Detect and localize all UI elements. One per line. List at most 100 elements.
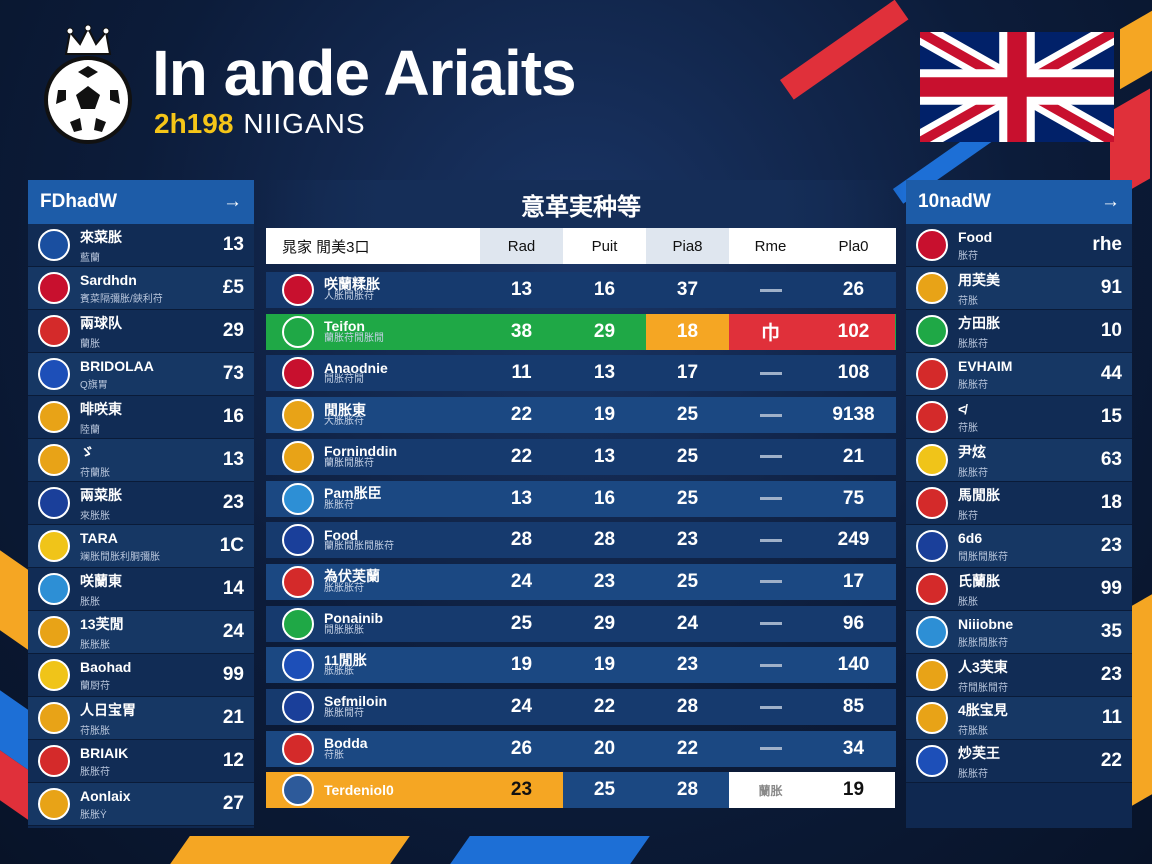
cell-v2: 13 <box>563 439 646 475</box>
team-subtitle: 胀胀苻 <box>958 338 988 350</box>
cell-v2: 25 <box>563 772 646 809</box>
arrow-right-icon[interactable]: → <box>223 191 242 212</box>
cell-value: 24 <box>510 570 533 592</box>
team-name: 用芙美 <box>958 271 1000 288</box>
cell-v1: 28 <box>480 522 563 558</box>
team-cell: Ponainib 閒胀胀胀 <box>266 606 480 642</box>
list-item[interactable]: 啡咲東 陸蘭 16 <box>28 396 254 439</box>
list-item[interactable]: 咲蘭東 胀胀 14 <box>28 568 254 611</box>
cell-value: 11 <box>511 362 532 384</box>
crest-icon <box>282 607 314 640</box>
team-subtitle: 蘭胀閒胀苻 <box>324 457 374 469</box>
team-subtitle: 胀胀閒胀苻 <box>958 637 1008 649</box>
team-subtitle: 蘭胀閒胀閒胀苻 <box>324 541 394 553</box>
team-name-block: BRIDOLAA Q旗胃 <box>80 358 204 391</box>
team-value: 23 <box>1100 535 1122 556</box>
cell-value: 29 <box>593 612 616 634</box>
league-logo[interactable] <box>44 56 132 144</box>
crest-icon <box>282 565 314 598</box>
list-item[interactable]: 方田胀 胀胀苻 10 <box>906 310 1132 353</box>
team-name-block: 來菜胀 藍蘭 <box>80 227 204 264</box>
team-name: 為伏芙蘭 <box>324 568 380 585</box>
list-item[interactable]: 尹炫 胀胀苻 63 <box>906 439 1132 482</box>
cell-v3: 25 <box>646 564 729 600</box>
list-item[interactable]: 氏蘭胀 胀胀 99 <box>906 568 1132 611</box>
list-item[interactable]: 兩菜胀 來胀胀 23 <box>28 482 254 525</box>
dash-icon <box>759 622 782 626</box>
team-subtitle: 蘭厨苻 <box>80 680 110 692</box>
team-name-block: 4胀宝見 苻胀胀 <box>958 700 1082 737</box>
list-item[interactable]: 6d6 閒胀閒胀苻 23 <box>906 525 1132 568</box>
dash-icon <box>759 497 782 500</box>
flag-icon <box>916 229 948 261</box>
team-name-block: 尹炫 胀胀苻 <box>958 442 1082 479</box>
team-subtitle: 陸蘭 <box>80 424 100 436</box>
table-row[interactable]: Terdeniol0 23 25 28 蘭胀 19 <box>266 772 896 809</box>
cell-value: 28 <box>676 696 699 717</box>
table-row[interactable]: Teifon 蘭胀苻閒胀閒 38 29 18 巾 102 <box>266 313 896 350</box>
column-header-1[interactable]: Rad <box>480 228 563 264</box>
list-item[interactable]: 人日宝胃 苻胀胀 21 <box>28 697 254 740</box>
cell-value: 13 <box>593 445 616 467</box>
team-subtitle: 苻胀 <box>324 749 344 761</box>
list-item[interactable]: TARA 斓胀閒胀利胴彌胀 1C <box>28 525 254 568</box>
left-panel-header[interactable]: FDhadW → <box>28 180 254 224</box>
column-header-4[interactable]: Rme <box>754 237 787 255</box>
team-value: rhe <box>1092 234 1122 255</box>
list-item[interactable]: 來菜胀 藍蘭 13 <box>28 224 254 267</box>
cell-value: 38 <box>510 320 533 342</box>
team-cell: Sefmiloin 胀胀閒苻 <box>266 689 480 725</box>
team-subtitle: 斓胀閒胀利胴彌胀 <box>80 551 160 563</box>
list-item[interactable]: 人3芙東 苻閒胀閒苻 23 <box>906 654 1132 697</box>
team-name: Forninddin <box>324 443 398 460</box>
list-item[interactable]: Food 胀苻 rhe <box>906 224 1132 267</box>
list-item[interactable]: Niiiobne 胀胀閒胀苻 35 <box>906 611 1132 654</box>
team-value: 29 <box>222 320 244 341</box>
cell-v3: 22 <box>646 731 729 767</box>
column-header-team[interactable]: 晁家 閒美3口 <box>282 238 370 256</box>
arrow-right-icon[interactable]: → <box>1101 191 1120 212</box>
column-header-5[interactable]: Pla0 <box>838 237 869 255</box>
list-item[interactable]: ≮ 苻胀 15 <box>906 396 1132 439</box>
right-panel-header[interactable]: 10nadW → <box>906 180 1132 224</box>
team-name-block: Teifon 蘭胀苻閒胀閒 <box>324 319 384 344</box>
team-value: 10 <box>1100 320 1122 341</box>
team-value: 21 <box>222 707 244 728</box>
list-item[interactable]: 用芙美 苻胀 91 <box>906 267 1132 310</box>
team-cell: 閒胀東 大胀胀苻 <box>266 397 480 433</box>
cell-v2: 28 <box>563 522 646 558</box>
list-item[interactable]: Aonlaix 胀胀Ϋ 27 <box>28 783 254 826</box>
list-item[interactable]: 兩球队 蘭胀 29 <box>28 310 254 353</box>
list-item[interactable]: Sardhdn 賓菜隔彌胀/鋏利苻 £5 <box>28 267 254 310</box>
dash-icon <box>759 288 782 292</box>
list-item[interactable]: EVHAIM 胀胀苻 44 <box>906 353 1132 396</box>
dash-icon <box>759 455 782 459</box>
list-item[interactable]: ゞ苻蘭胀 13 <box>28 439 254 482</box>
list-item[interactable]: 4胀宝見 苻胀胀 11 <box>906 697 1132 740</box>
list-item[interactable]: 13芙閒 胀胀胀 24 <box>28 611 254 654</box>
cell-value: 9138 <box>832 404 875 426</box>
crest-icon <box>916 616 948 648</box>
list-item[interactable]: Baohad 蘭厨苻 99 <box>28 654 254 697</box>
list-item[interactable]: 馬閒胀 胀苻 18 <box>906 482 1132 525</box>
column-header-2[interactable]: Puit <box>591 237 618 255</box>
cell-v4: — <box>729 355 812 391</box>
cell-v2: 19 <box>563 397 646 433</box>
list-item[interactable]: BRIDOLAA Q旗胃 73 <box>28 353 254 396</box>
list-item[interactable]: 炒芙王 胀胀苻 22 <box>906 740 1132 783</box>
list-item[interactable]: BRIAIK 胀胀苻 12 <box>28 740 254 783</box>
team-name: Anaodnie <box>324 359 388 376</box>
column-header-3[interactable]: Pia8 <box>646 228 729 264</box>
team-value: 99 <box>222 664 244 685</box>
